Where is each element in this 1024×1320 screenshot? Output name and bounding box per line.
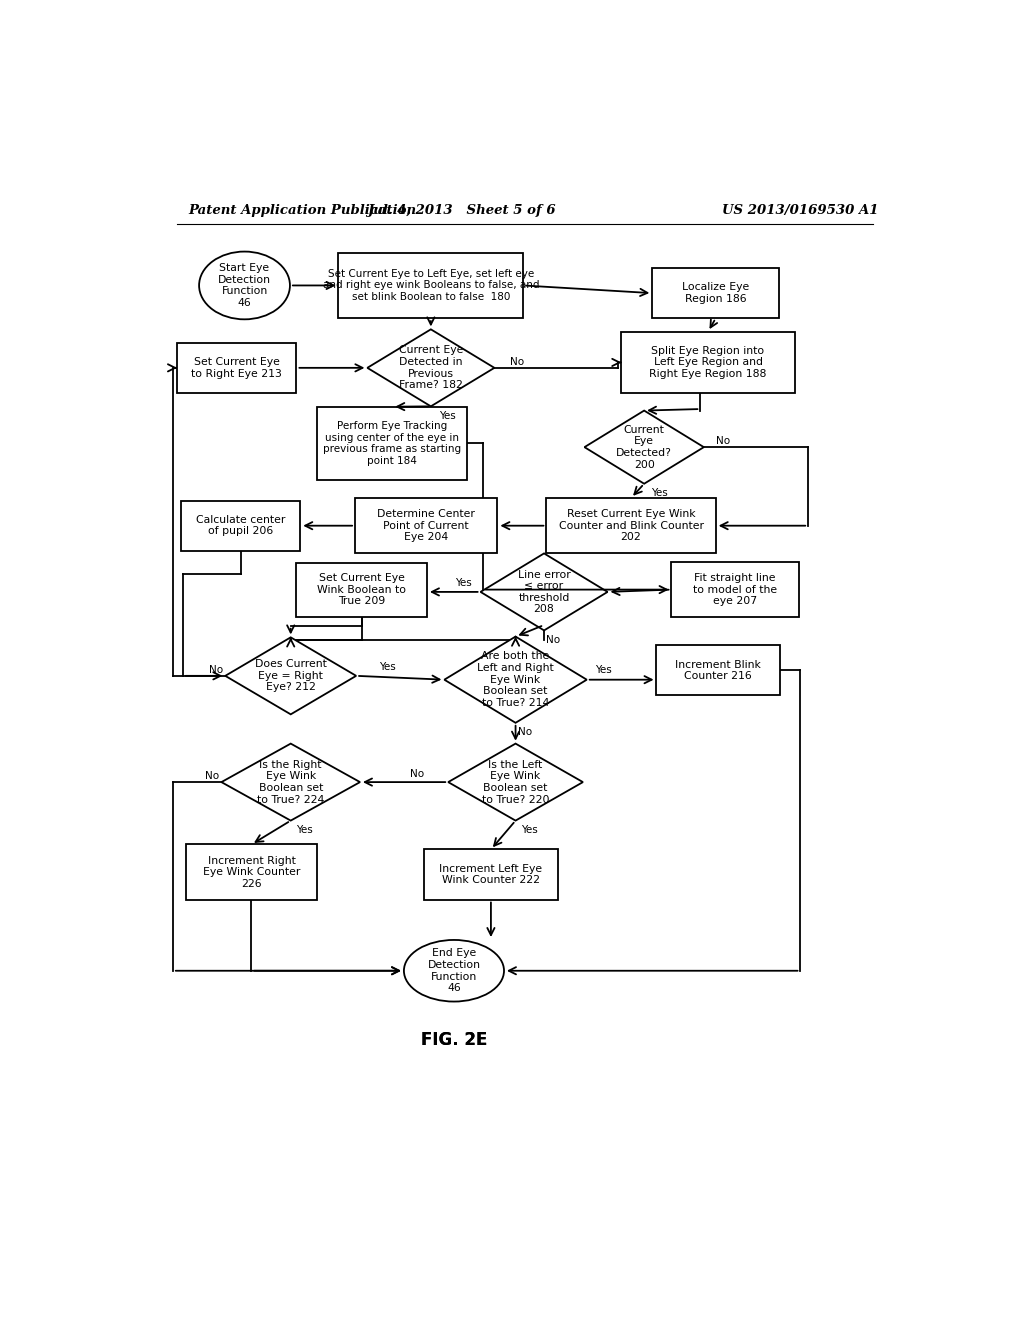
Text: Current Eye
Detected in
Previous
Frame? 182: Current Eye Detected in Previous Frame? … <box>398 346 463 391</box>
Text: No: No <box>209 665 223 675</box>
FancyBboxPatch shape <box>672 562 799 618</box>
Text: Determine Center
Point of Current
Eye 204: Determine Center Point of Current Eye 20… <box>377 510 475 543</box>
FancyBboxPatch shape <box>652 268 779 318</box>
Text: No: No <box>518 727 531 737</box>
Text: Yes: Yes <box>439 411 456 421</box>
Text: Does Current
Eye = Right
Eye? 212: Does Current Eye = Right Eye? 212 <box>255 659 327 693</box>
Polygon shape <box>225 638 356 714</box>
Text: End Eye
Detection
Function
46: End Eye Detection Function 46 <box>427 948 480 993</box>
Polygon shape <box>480 553 607 631</box>
FancyBboxPatch shape <box>547 498 716 553</box>
FancyBboxPatch shape <box>296 562 427 616</box>
Text: No: No <box>510 356 524 367</box>
Text: Yes: Yes <box>521 825 538 834</box>
Polygon shape <box>368 330 495 407</box>
Text: Yes: Yes <box>296 825 313 834</box>
Text: US 2013/0169530 A1: US 2013/0169530 A1 <box>722 205 879 218</box>
Text: Fit straight line
to model of the
eye 207: Fit straight line to model of the eye 20… <box>693 573 777 606</box>
Ellipse shape <box>403 940 504 1002</box>
Text: Set Current Eye
Wink Boolean to
True 209: Set Current Eye Wink Boolean to True 209 <box>317 573 407 606</box>
Text: Patent Application Publication: Patent Application Publication <box>188 205 417 218</box>
Text: FIG. 2E: FIG. 2E <box>421 1031 487 1049</box>
FancyBboxPatch shape <box>622 331 795 393</box>
Text: Is the Right
Eye Wink
Boolean set
to True? 224: Is the Right Eye Wink Boolean set to Tru… <box>257 760 325 804</box>
Text: Perform Eye Tracking
using center of the eye in
previous frame as starting
point: Perform Eye Tracking using center of the… <box>324 421 462 466</box>
FancyBboxPatch shape <box>181 500 300 550</box>
FancyBboxPatch shape <box>317 407 467 480</box>
Text: FIG. 2E: FIG. 2E <box>421 1031 487 1049</box>
Text: Increment Left Eye
Wink Counter 222: Increment Left Eye Wink Counter 222 <box>439 863 543 886</box>
Text: Calculate center
of pupil 206: Calculate center of pupil 206 <box>196 515 286 536</box>
Text: Jul. 4, 2013   Sheet 5 of 6: Jul. 4, 2013 Sheet 5 of 6 <box>368 205 556 218</box>
Text: Line error
≤ error
threshold
208: Line error ≤ error threshold 208 <box>518 569 570 614</box>
Text: Set Current Eye
to Right Eye 213: Set Current Eye to Right Eye 213 <box>191 356 283 379</box>
Polygon shape <box>449 743 583 821</box>
Polygon shape <box>585 411 703 483</box>
Text: Is the Left
Eye Wink
Boolean set
to True? 220: Is the Left Eye Wink Boolean set to True… <box>482 760 549 804</box>
Text: Start Eye
Detection
Function
46: Start Eye Detection Function 46 <box>218 263 271 308</box>
Text: Split Eye Region into
Left Eye Region and
Right Eye Region 188: Split Eye Region into Left Eye Region an… <box>649 346 767 379</box>
Text: Yes: Yes <box>456 578 472 587</box>
FancyBboxPatch shape <box>339 252 523 318</box>
FancyBboxPatch shape <box>177 343 297 393</box>
Text: Yes: Yes <box>379 661 395 672</box>
Text: Set Current Eye to Left Eye, set left eye
and right eye wink Booleans to false, : Set Current Eye to Left Eye, set left ey… <box>323 269 539 302</box>
FancyBboxPatch shape <box>186 845 316 900</box>
Text: Are both the
Left and Right
Eye Wink
Boolean set
to True? 214: Are both the Left and Right Eye Wink Boo… <box>477 652 554 708</box>
Text: Reset Current Eye Wink
Counter and Blink Counter
202: Reset Current Eye Wink Counter and Blink… <box>558 510 703 543</box>
Text: No: No <box>411 770 424 779</box>
Text: No: No <box>546 635 560 644</box>
Ellipse shape <box>199 252 290 319</box>
Text: Increment Blink
Counter 216: Increment Blink Counter 216 <box>675 660 761 681</box>
Text: No: No <box>716 436 730 446</box>
FancyBboxPatch shape <box>424 850 558 899</box>
Text: Yes: Yes <box>595 665 612 676</box>
Text: Yes: Yes <box>651 488 668 498</box>
FancyBboxPatch shape <box>656 645 779 696</box>
Text: Increment Right
Eye Wink Counter
226: Increment Right Eye Wink Counter 226 <box>203 855 300 888</box>
Polygon shape <box>444 636 587 723</box>
Text: No: No <box>205 771 219 781</box>
FancyBboxPatch shape <box>355 498 498 553</box>
Polygon shape <box>221 743 360 821</box>
Text: Current
Eye
Detected?
200: Current Eye Detected? 200 <box>616 425 672 470</box>
Text: Localize Eye
Region 186: Localize Eye Region 186 <box>682 282 750 304</box>
